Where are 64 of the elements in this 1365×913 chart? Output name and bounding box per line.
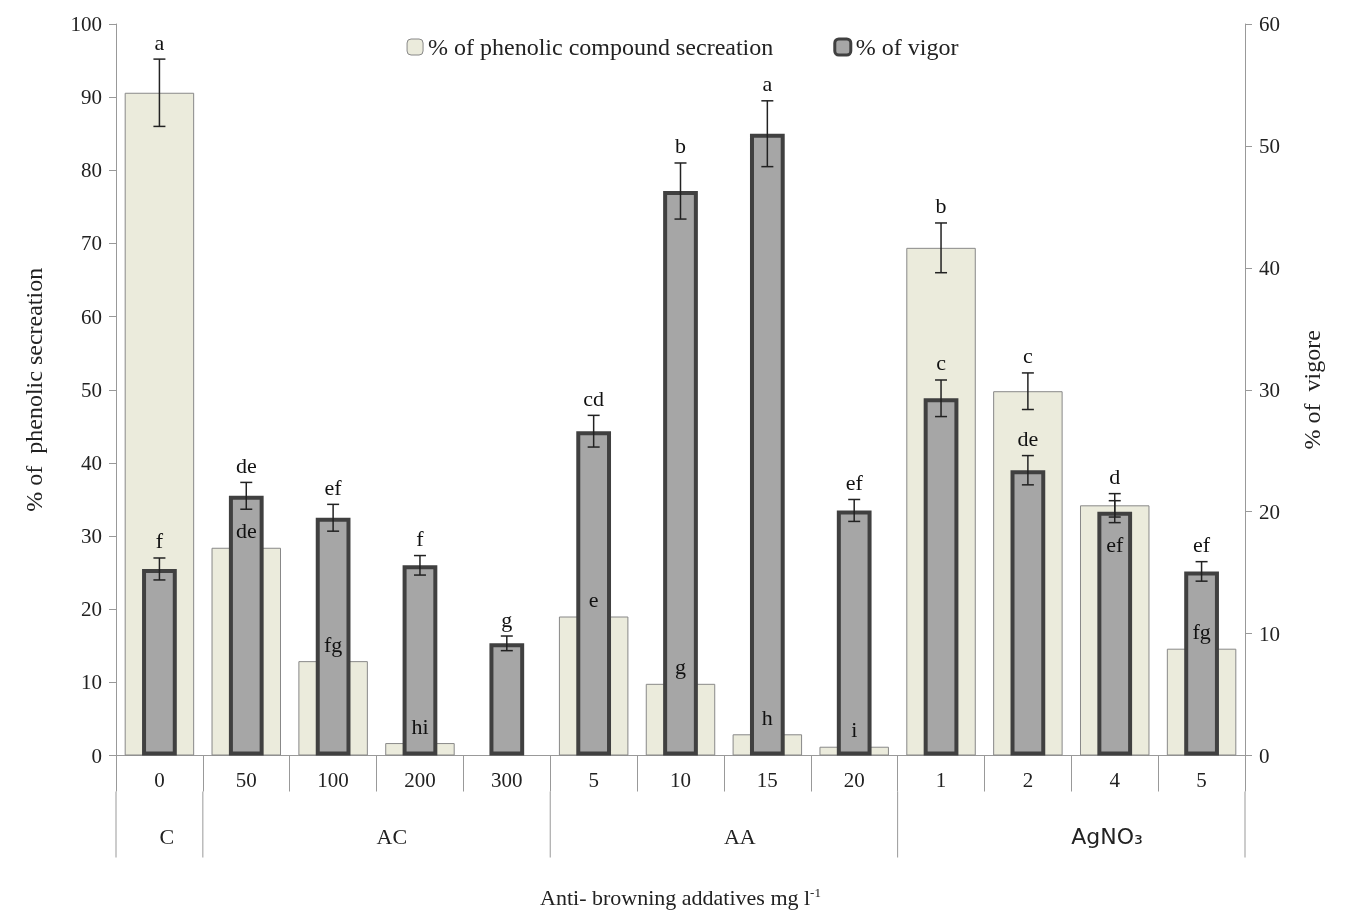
data-label: g xyxy=(501,606,513,632)
x-tick-label: 100 xyxy=(317,768,349,792)
data-label: a xyxy=(154,29,165,55)
data-label: de xyxy=(1017,426,1039,452)
y-tick-label: 70 xyxy=(81,231,102,256)
x-tick-label: 50 xyxy=(235,768,257,792)
y-tick-label: 80 xyxy=(81,158,102,183)
data-label: ef xyxy=(1193,532,1211,558)
y-tick-label: 10 xyxy=(81,670,102,695)
data-label: c xyxy=(936,350,947,376)
y2-tick-label: 30 xyxy=(1259,377,1280,402)
x-tick-label: 300 xyxy=(491,768,523,792)
y-tick-label: 40 xyxy=(81,450,102,475)
x-tick-label: 0 xyxy=(154,768,165,792)
x-tick-label: 15 xyxy=(756,768,778,792)
y-axis-title: % of phenolic secreation xyxy=(21,267,47,512)
data-label: e xyxy=(588,587,599,613)
data-label: fg xyxy=(323,631,343,657)
y2-tick-label: 10 xyxy=(1259,621,1280,646)
data-label: h xyxy=(761,704,773,730)
y-tick-label: 90 xyxy=(81,85,102,110)
y2-tick-label: 50 xyxy=(1259,133,1280,158)
x-tick-label: 2 xyxy=(1022,768,1034,792)
y-tick-label: 50 xyxy=(81,377,102,402)
data-label: g xyxy=(675,654,686,680)
data-label: f xyxy=(155,528,164,554)
legend-label: % of phenolic compound secreation xyxy=(428,34,774,60)
data-label: ef xyxy=(1106,532,1124,558)
x-tick-label: 1 xyxy=(935,768,947,792)
x-tick-label: 10 xyxy=(670,768,691,792)
data-label: hi xyxy=(411,713,429,739)
text: AC xyxy=(376,824,408,849)
data-label: de xyxy=(235,452,257,478)
y-tick-label: 30 xyxy=(81,524,102,549)
data-label: a xyxy=(762,71,773,97)
x-tick-label: 5 xyxy=(1196,768,1207,792)
data-label: ef xyxy=(324,474,343,500)
y-tick-label: 0 xyxy=(91,743,102,768)
data-label: cd xyxy=(583,385,605,411)
y2-tick-label: 0 xyxy=(1259,743,1270,768)
x-tick-label: 5 xyxy=(588,768,599,792)
data-label: d xyxy=(1109,464,1121,490)
x-tick-label: 200 xyxy=(404,768,436,792)
legend-label: % of vigor xyxy=(855,34,959,60)
data-label: i xyxy=(851,717,858,743)
y2-axis-title: % of vigore xyxy=(1299,330,1325,450)
text: AA xyxy=(723,824,756,849)
data-label: b xyxy=(935,193,947,219)
data-label: b xyxy=(675,133,686,159)
y-tick-label: 100 xyxy=(70,12,102,36)
data-label: c xyxy=(1023,343,1033,369)
text: AgNO₃ xyxy=(1071,824,1143,849)
data-label: f xyxy=(416,526,425,552)
y-tick-label: 20 xyxy=(81,597,102,622)
text: C xyxy=(159,824,175,849)
data-label: fg xyxy=(1192,619,1211,645)
x-tick-label: 20 xyxy=(843,768,865,792)
y2-tick-label: 60 xyxy=(1259,12,1280,36)
data-label: ef xyxy=(845,469,864,495)
y2-tick-label: 20 xyxy=(1259,499,1280,524)
y-tick-label: 60 xyxy=(81,304,102,329)
y2-tick-label: 40 xyxy=(1259,255,1280,280)
data-label: de xyxy=(235,518,257,544)
x-tick-label: 4 xyxy=(1109,768,1121,792)
